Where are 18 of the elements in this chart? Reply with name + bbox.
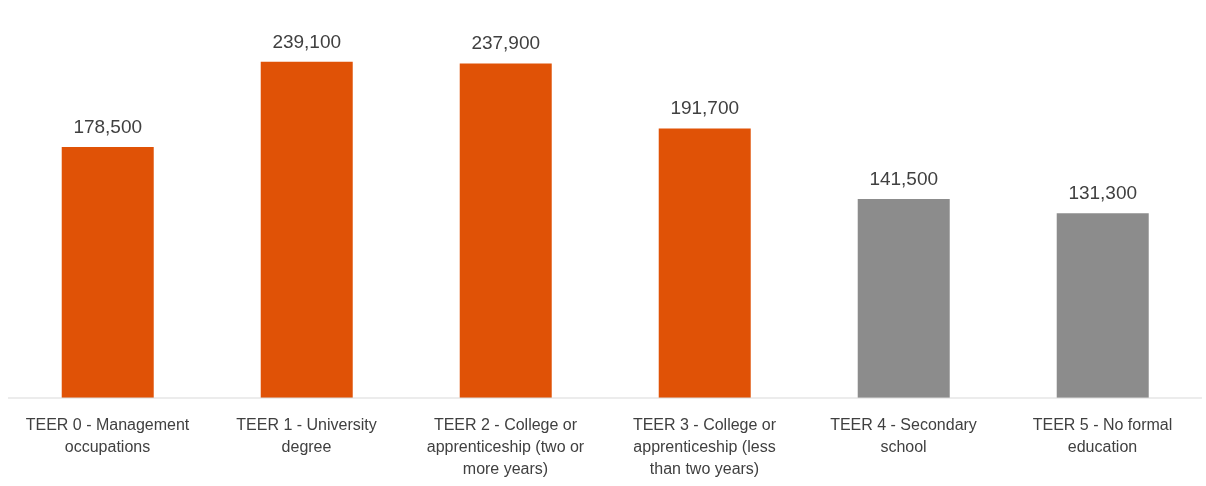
x-tick-label: TEER 0 - Management occupations	[25, 416, 190, 455]
bar	[61, 146, 154, 398]
data-label: 191,700	[670, 97, 740, 119]
x-tick-label: TEER 5 - No formal education	[1032, 416, 1173, 455]
bar	[658, 128, 751, 398]
data-label: 239,100	[272, 30, 342, 52]
data-label: 178,500	[73, 115, 143, 137]
data-label: 237,900	[471, 32, 541, 54]
data-label: 141,500	[869, 167, 939, 189]
bar	[1056, 213, 1149, 398]
x-tick-label: TEER 4 - Secondary school	[830, 416, 977, 455]
data-label: 131,300	[1068, 182, 1138, 204]
x-tick-label: TEER 1 - University degree	[236, 416, 377, 455]
x-tick-label: TEER 2 - College or apprenticeship (two or more years)	[426, 416, 585, 477]
bar	[459, 63, 552, 398]
bar	[857, 198, 950, 398]
bar	[260, 61, 353, 398]
x-tick-label: TEER 3 - College or apprenticeship (less than two years)	[632, 416, 777, 477]
